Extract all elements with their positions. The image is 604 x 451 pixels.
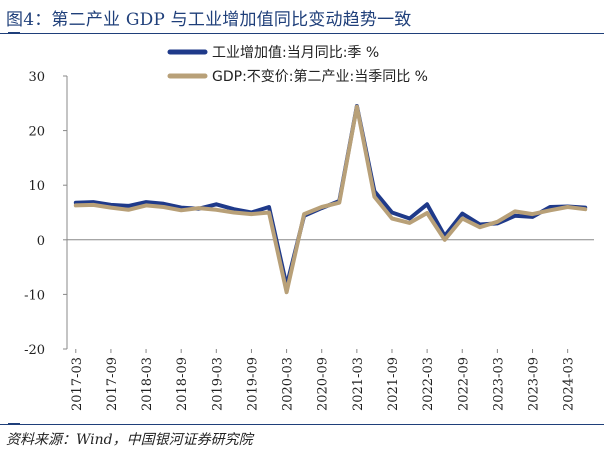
chart-legend: 工业增加值:当月同比:季 % GDP:不变价:第二产业:当季同比 % — [167, 45, 428, 85]
x-tick-label: 2024-03 — [562, 357, 577, 411]
x-tick-label: 2020-09 — [316, 357, 331, 411]
line-chart: 工业增加值:当月同比:季 % GDP:不变价:第二产业:当季同比 % -20 -10… — [24, 45, 594, 411]
x-tick-label: 2017-03 — [70, 357, 85, 411]
top-rule — [0, 33, 604, 34]
x-tick-label: 2021-03 — [351, 357, 366, 411]
x-tick-label: 2019-03 — [210, 357, 225, 411]
x-tick-label: 2023-09 — [527, 357, 542, 411]
legend-label: 工业增加值:当月同比:季 % — [212, 45, 379, 61]
x-tick-label: 2019-09 — [245, 357, 260, 411]
top-rule-accent — [8, 32, 20, 34]
y-tick-label: -10 — [24, 288, 45, 303]
legend-label: GDP:不变价:第二产业:当季同比 % — [212, 68, 428, 85]
figure-title: 图4：第二产业 GDP 与工业增加值同比变动趋势一致 — [6, 10, 412, 30]
y-tick-label: 0 — [37, 234, 45, 249]
chart-axes: -20 -10 0 10 20 30 2017-03 2017-09 2018-03 2018-0… — [24, 70, 594, 411]
x-tick-label: 2018-03 — [140, 357, 155, 411]
bottom-rule — [0, 424, 604, 425]
x-tick-label: 2018-09 — [175, 357, 190, 411]
source-note: 资料来源：Wind，中国银河证券研究院 — [6, 432, 253, 448]
y-tick-label: 10 — [28, 179, 45, 194]
x-tick-label: 2020-03 — [281, 357, 296, 411]
y-tick-label: -20 — [24, 343, 45, 358]
x-tick-label: 2017-09 — [105, 357, 120, 411]
y-tick-label: 20 — [28, 125, 45, 140]
chart-series — [73, 104, 588, 295]
series-line — [73, 104, 588, 295]
x-tick-label: 2022-03 — [421, 357, 436, 411]
y-tick-label: 30 — [28, 70, 45, 85]
bottom-rule-accent — [8, 423, 20, 425]
series-line — [73, 104, 588, 288]
x-tick-label: 2022-09 — [456, 357, 471, 411]
x-tick-label: 2021-09 — [386, 357, 401, 411]
x-tick-label: 2023-03 — [491, 357, 506, 411]
